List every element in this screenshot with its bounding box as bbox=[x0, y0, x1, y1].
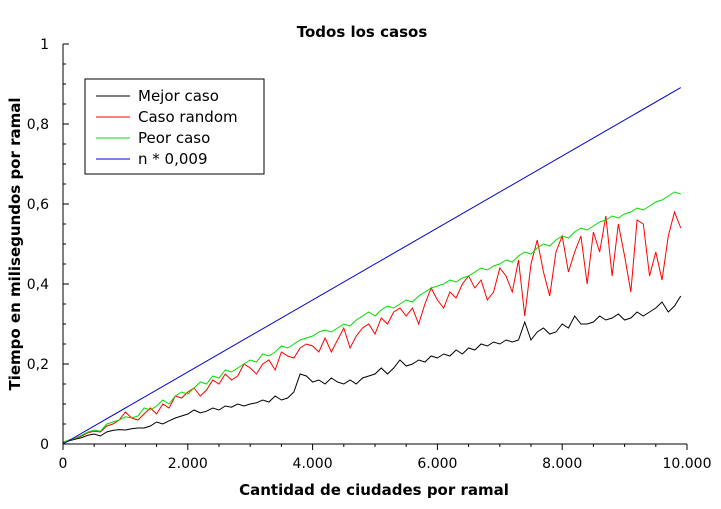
legend-label-2: Peor caso bbox=[138, 129, 210, 147]
series-line-0 bbox=[62, 295, 682, 444]
plot-area bbox=[62, 87, 682, 445]
series-line-3 bbox=[62, 87, 682, 445]
y-tick-label: 0,4 bbox=[27, 277, 49, 293]
y-tick-label: 0 bbox=[40, 437, 49, 453]
legend: Mejor caso Caso random Peor caso n * 0,009 bbox=[84, 78, 265, 175]
x-tick-label: 6.000 bbox=[417, 456, 457, 472]
x-tick-label: 2.000 bbox=[168, 456, 208, 472]
series-line-1 bbox=[62, 210, 682, 443]
legend-box bbox=[84, 78, 265, 175]
axes: 0 0,2 0,4 0,6 0,8 1 0 2.000 4.000 6.000 8.000 10.00… bbox=[27, 37, 712, 472]
series-line-2 bbox=[62, 191, 681, 443]
y-tick-label: 0,8 bbox=[27, 117, 49, 133]
legend-label-0: Mejor caso bbox=[138, 87, 219, 105]
x-tick-label: 8.000 bbox=[542, 456, 582, 472]
y-tick-label: 1 bbox=[40, 37, 49, 53]
x-axis-label: Cantidad de ciudades por ramal bbox=[239, 481, 509, 499]
x-tick-label: 4.000 bbox=[293, 456, 333, 472]
x-tick-label: 10.000 bbox=[663, 456, 712, 472]
y-axis-label: Tiempo en milisegundos por ramal bbox=[6, 97, 24, 390]
y-tick-label: 0,6 bbox=[27, 197, 49, 213]
chart-title: Todos los casos bbox=[297, 23, 428, 41]
legend-label-1: Caso random bbox=[138, 108, 238, 126]
y-tick-label: 0,2 bbox=[27, 357, 49, 373]
x-tick-label: 0 bbox=[59, 456, 68, 472]
legend-label-3: n * 0,009 bbox=[138, 150, 208, 168]
